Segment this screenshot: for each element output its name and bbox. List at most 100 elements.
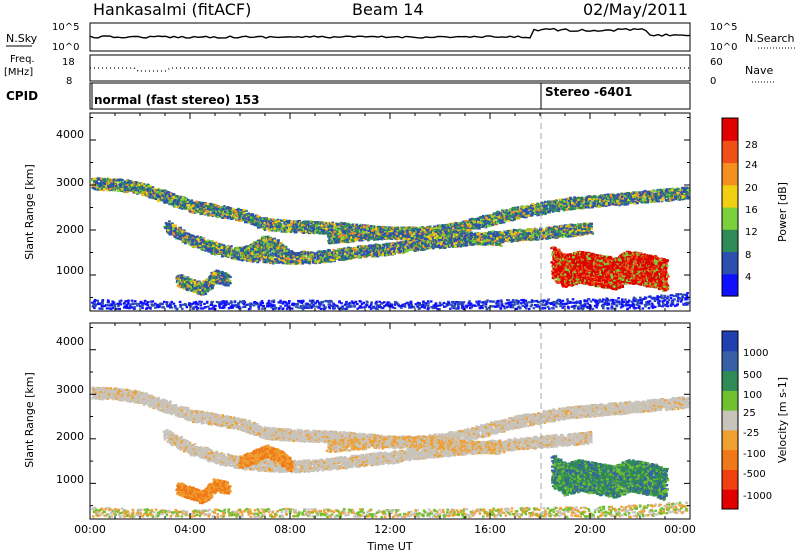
scatter-cell-upper_layer [201, 207, 205, 211]
scatter-cell-upper_layer [298, 221, 302, 224]
scatter-cell-upper_layer [127, 186, 131, 189]
scatter-cell-upper_layer [507, 211, 511, 215]
scatter-cell-upper_layer [613, 194, 616, 197]
scatter-cell-upper_layer [114, 186, 117, 189]
scatter-cell-upper_layer [536, 212, 539, 215]
scatter-cell-upper_layer [247, 221, 251, 224]
scatter-cell-upper_layer [544, 200, 547, 203]
scatter-cell-upper_layer [484, 222, 487, 226]
scatter-cell-upper_layer [251, 223, 254, 226]
scatter-cell-upper_layer [255, 218, 258, 221]
scatter-cell-upper_layer [110, 179, 114, 182]
scatter-cell-upper_layer [325, 229, 328, 232]
freq-label-unit: [MHz] [4, 67, 33, 78]
scatter-cell-upper_layer [471, 217, 475, 220]
scatter-cell-upper_layer [520, 212, 523, 215]
scatter-cell-upper_layer [686, 188, 690, 191]
scatter-cell-upper_layer [146, 188, 150, 191]
scatter-cell-upper_layer [516, 206, 520, 209]
scatter-cell-upper_layer [212, 203, 216, 206]
scatter-cell-upper_layer [220, 209, 223, 212]
scatter-cell-upper_layer [126, 183, 130, 187]
scatter-cell-upper_layer [290, 228, 293, 231]
scatter-cell-upper_layer [151, 190, 155, 193]
scatter-cell-upper_layer [193, 211, 197, 214]
scatter-cell-upper_layer [258, 217, 262, 220]
scatter-cell-upper_layer [276, 218, 280, 221]
scatter-cell-upper_layer [274, 223, 277, 226]
scatter-cell-upper_layer [234, 210, 238, 213]
scatter-cell-upper_layer [103, 182, 107, 185]
scatter-cell-upper_layer [143, 184, 146, 188]
scatter-cell-upper_layer [161, 193, 164, 196]
cpid-mode-2: Stereo -6401 [545, 85, 632, 99]
scatter-cell-upper_layer [287, 224, 290, 227]
scatter-cell-upper_layer [98, 184, 102, 187]
scatter-cell-upper_layer [209, 214, 212, 217]
cpid-panel-frame [89, 82, 691, 110]
scatter-cell-upper_layer [123, 189, 127, 192]
scatter-cell-upper_layer [275, 229, 279, 232]
scatter-cell-upper_layer [212, 211, 215, 214]
scatter-cell-upper_layer [127, 181, 130, 184]
scatter-cell-upper_layer [292, 227, 296, 230]
date-title: 02/May/2011 [583, 0, 688, 19]
scatter-cell-upper_layer [336, 223, 339, 226]
scatter-cell-upper_layer [179, 204, 183, 207]
scatter-cell-upper_layer [99, 178, 103, 182]
scatter-cell-upper_layer [643, 189, 647, 193]
scatter-cell-upper_layer [102, 183, 105, 187]
scatter-cell-upper_layer [569, 197, 573, 200]
scatter-cell-upper_layer [645, 193, 648, 196]
scatter-cell-upper_layer [310, 230, 313, 233]
scatter-cell-upper_layer [236, 214, 239, 217]
scatter-cell-upper_layer [193, 210, 196, 213]
scatter-cell-upper_layer [322, 231, 325, 234]
scatter-cell-upper_layer [618, 196, 622, 199]
scatter-cell-upper_layer [101, 177, 105, 180]
scatter-cell-upper_layer [247, 214, 251, 217]
scatter-cell-upper_layer [301, 226, 305, 229]
scatter-cell-upper_layer [686, 195, 690, 198]
scatter-cell-upper_layer [182, 202, 186, 205]
scatter-cell-upper_layer [321, 232, 325, 235]
scatter-cell-upper_layer [221, 210, 224, 213]
scatter-cell-upper_layer [283, 219, 286, 222]
scatter-cell-upper_layer [184, 207, 187, 210]
scatter-cell-upper_layer [184, 202, 188, 205]
scatter-cell-upper_layer [250, 221, 253, 224]
scatter-cell-upper_layer [310, 222, 313, 225]
scatter-cell-upper_layer [100, 177, 103, 180]
scatter-cell-upper_layer [216, 208, 220, 211]
scatter-cell-upper_layer [115, 185, 118, 188]
nave-tick-bottom: 0 [710, 76, 716, 87]
scatter-cell-upper_layer [118, 178, 121, 181]
scatter-cell-upper_layer [290, 223, 293, 226]
scatter-cell-upper_layer [285, 228, 288, 231]
scatter-cell-upper_layer [148, 192, 151, 196]
scatter-cell-upper_layer [305, 221, 308, 224]
scatter-cell-upper_layer [242, 216, 245, 219]
scatter-cell-upper_layer [326, 221, 330, 224]
scatter-cell-upper_layer [323, 225, 326, 228]
scatter-cell-upper_layer [257, 226, 260, 229]
scatter-cell-upper_layer [477, 218, 481, 221]
scatter-cell-upper_layer [166, 200, 169, 204]
scatter-cell-upper_layer [328, 226, 332, 229]
scatter-cell-upper_layer [286, 226, 290, 229]
scatter-cell-upper_layer [149, 185, 152, 188]
sky-tick-top: 10^5 [52, 22, 79, 33]
scatter-cell-upper_layer [263, 227, 267, 230]
scatter-cell-upper_layer [164, 196, 167, 199]
scatter-cell-upper_layer [295, 225, 299, 229]
scatter-cell-upper_layer [181, 197, 185, 200]
scatter-cell-upper_layer [244, 215, 248, 218]
scatter-cell-upper_layer [548, 200, 551, 203]
scatter-cell-upper_layer [169, 197, 172, 200]
scatter-cell-upper_layer [156, 193, 159, 196]
scatter-cell-upper_layer [137, 186, 140, 189]
scatter-cell-upper_layer [102, 185, 106, 188]
scatter-cell-upper_layer [282, 227, 286, 230]
scatter-cell-upper_layer [104, 184, 108, 187]
scatter-cell-upper_layer [147, 190, 150, 193]
